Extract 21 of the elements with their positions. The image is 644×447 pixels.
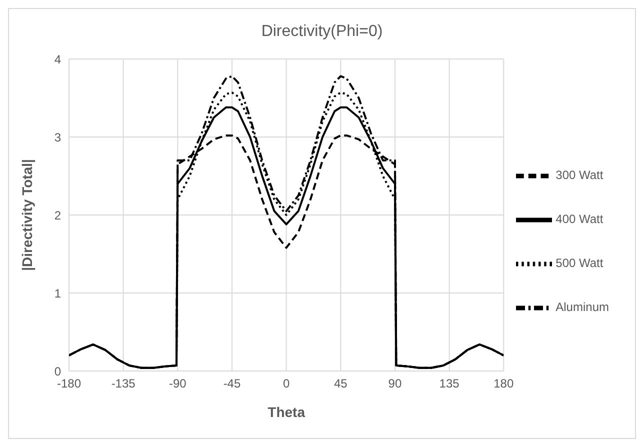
- x-tick-label: 180: [494, 376, 514, 391]
- legend-label: 400 Watt: [556, 212, 604, 226]
- x-tick-label: -180: [56, 376, 82, 391]
- y-tick-label: 1: [54, 286, 62, 300]
- y-tick-label: 2: [54, 208, 62, 222]
- y-tick-label: 4: [54, 52, 62, 66]
- legend-label: Aluminum: [556, 300, 609, 314]
- chart-title: Directivity(Phi=0): [260, 22, 384, 42]
- y-tick-label: 0: [54, 364, 62, 378]
- x-axis-title: Theta: [268, 404, 306, 420]
- x-tick-label: 135: [439, 376, 460, 391]
- x-tick-label: 90: [388, 376, 402, 391]
- x-tick-label: 0: [282, 376, 290, 391]
- y-tick-label: 3: [54, 130, 62, 144]
- x-tick-label: -45: [223, 376, 241, 391]
- y-axis-title: |Directivity Total|: [18, 159, 36, 271]
- x-tick-label: -90: [168, 376, 187, 391]
- legend-label: 300 Watt: [556, 168, 604, 182]
- legend-label: 500 Watt: [556, 256, 604, 270]
- x-tick-label: 45: [334, 376, 348, 391]
- x-tick-label: -135: [111, 376, 136, 391]
